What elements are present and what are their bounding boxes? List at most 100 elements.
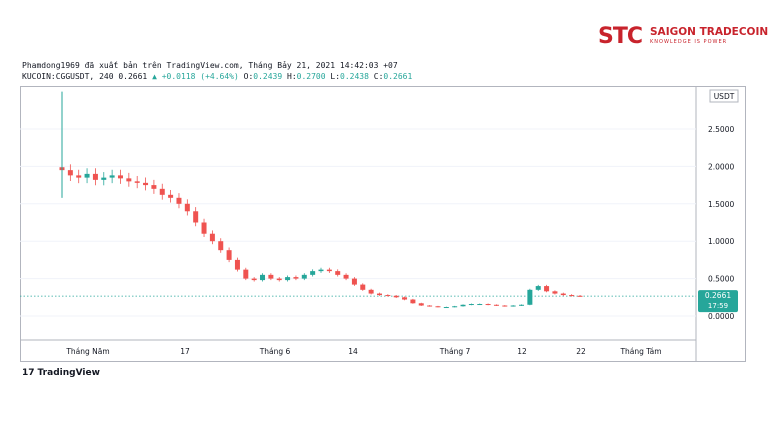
candle-body bbox=[76, 175, 82, 178]
candle-body bbox=[92, 173, 98, 180]
candle-body bbox=[243, 269, 249, 279]
price-chart[interactable]: 0.0000 0.5000 1.0000 1.5000 2.0000 2.5000 Thá… bbox=[20, 86, 746, 362]
x-tick-label: Tháng Năm bbox=[65, 347, 109, 356]
candle-body bbox=[519, 304, 525, 306]
candle-body bbox=[485, 304, 491, 306]
candle-body bbox=[209, 233, 215, 242]
candle-body bbox=[159, 188, 165, 195]
up-arrow-icon: ▲ bbox=[152, 72, 157, 81]
x-tick-label: 17 bbox=[180, 347, 190, 356]
candle-body bbox=[460, 304, 466, 307]
candle-body bbox=[193, 211, 199, 223]
candle-body bbox=[427, 305, 433, 307]
low-value: 0.2438 bbox=[340, 72, 369, 81]
x-tick-label: Tháng Tám bbox=[619, 347, 661, 356]
candle-body bbox=[168, 194, 174, 198]
candle-body bbox=[452, 306, 458, 308]
x-tick-label: 12 bbox=[517, 347, 527, 356]
candle-body bbox=[310, 271, 316, 275]
y-tick-label: 2.0000 bbox=[708, 162, 734, 171]
candle-body bbox=[402, 297, 408, 300]
candle-body bbox=[301, 274, 307, 279]
close-value: 0.2661 bbox=[383, 72, 413, 81]
x-tick-label: Tháng 6 bbox=[259, 347, 291, 356]
candle-body bbox=[435, 306, 441, 308]
candle-body bbox=[134, 181, 140, 183]
logo-name: SAIGON TRADECOIN bbox=[650, 26, 768, 38]
candle-body bbox=[151, 185, 157, 189]
candle-body bbox=[410, 299, 416, 304]
candle-body bbox=[176, 197, 182, 204]
candle-body bbox=[126, 178, 132, 182]
candle-body bbox=[268, 274, 274, 279]
x-tick-label: 22 bbox=[576, 347, 586, 356]
y-tick-label: 0.0000 bbox=[708, 312, 734, 321]
symbol-label: KUCOIN:CGGUSDT, 240 bbox=[22, 72, 114, 81]
candle-body bbox=[368, 289, 374, 294]
candle-body bbox=[293, 277, 299, 279]
candle-body bbox=[326, 269, 332, 272]
ohlc-line: KUCOIN:CGGUSDT, 240 0.2661 ▲ +0.0118 (+4… bbox=[22, 72, 412, 81]
candle-body bbox=[468, 304, 474, 306]
tradingview-logo-icon: 17 bbox=[22, 368, 35, 378]
candle-body bbox=[510, 305, 516, 307]
candle-body bbox=[343, 274, 349, 279]
candle-body bbox=[385, 295, 391, 297]
x-tick-label: 14 bbox=[348, 347, 358, 356]
candle-body bbox=[335, 271, 341, 275]
tradingview-logo: 17 TradingView bbox=[22, 368, 100, 378]
currency-badge: USDT bbox=[709, 89, 739, 103]
candle-body bbox=[535, 286, 541, 290]
published-line: Phamdong1969 đã xuất bản trên TradingVie… bbox=[22, 61, 398, 70]
logo-mark: STC bbox=[598, 24, 643, 49]
candle-body bbox=[502, 305, 508, 307]
candle-body bbox=[418, 303, 424, 306]
candle-body bbox=[234, 259, 240, 270]
candle-body bbox=[376, 293, 382, 296]
candle-body bbox=[477, 304, 483, 306]
candle-body bbox=[109, 175, 115, 178]
candle-body bbox=[527, 289, 533, 305]
candle-body bbox=[260, 274, 266, 281]
candle-body bbox=[493, 304, 499, 306]
candle-body bbox=[201, 222, 207, 234]
candle-body bbox=[360, 284, 366, 290]
low-label: L: bbox=[330, 72, 341, 81]
open-value: 0.2439 bbox=[253, 72, 283, 81]
candle-body bbox=[443, 307, 449, 309]
chart-border bbox=[20, 86, 746, 362]
candle-body bbox=[276, 278, 282, 281]
high-value: 0.2700 bbox=[296, 72, 326, 81]
time-axis: Tháng Năm 17 Tháng 6 14 Tháng 7 12 22 Tháng Tám bbox=[65, 347, 661, 356]
countdown-label: 17:59 bbox=[708, 302, 728, 310]
candle-body bbox=[393, 295, 399, 298]
candle-body bbox=[184, 203, 190, 212]
y-tick-label: 1.5000 bbox=[708, 200, 734, 209]
price-change: +0.0118 (+4.64%) bbox=[161, 72, 239, 81]
y-tick-label: 0.5000 bbox=[708, 275, 734, 284]
x-tick-label: Tháng 7 bbox=[439, 347, 471, 356]
candle-body bbox=[560, 293, 566, 296]
currency-label: USDT bbox=[714, 92, 735, 101]
logo-tagline: KNOWLEDGE IS POWER bbox=[650, 39, 728, 45]
candle-body bbox=[67, 170, 73, 176]
grid-lines bbox=[20, 128, 696, 317]
candle-body bbox=[226, 250, 232, 260]
last-price: 0.2661 bbox=[118, 72, 148, 81]
candle-body bbox=[101, 177, 107, 180]
open-label: O: bbox=[243, 72, 254, 81]
candle-body bbox=[318, 269, 324, 272]
y-tick-label: 2.5000 bbox=[708, 125, 734, 134]
high-label: H: bbox=[287, 72, 297, 81]
last-price-tag: 0.2661 17:59 bbox=[698, 290, 738, 313]
candles bbox=[59, 91, 583, 309]
candle-body bbox=[143, 182, 149, 186]
candle-body bbox=[544, 286, 550, 292]
candle-body bbox=[285, 277, 291, 281]
saigon-tradecoin-logo: STC SAIGON TRADECOIN KNOWLEDGE IS POWER bbox=[598, 24, 768, 50]
candle-body bbox=[251, 278, 257, 281]
candle-body bbox=[577, 295, 583, 297]
close-label: C: bbox=[373, 72, 384, 81]
candle-body bbox=[84, 173, 90, 178]
y-tick-label: 1.0000 bbox=[708, 237, 734, 246]
